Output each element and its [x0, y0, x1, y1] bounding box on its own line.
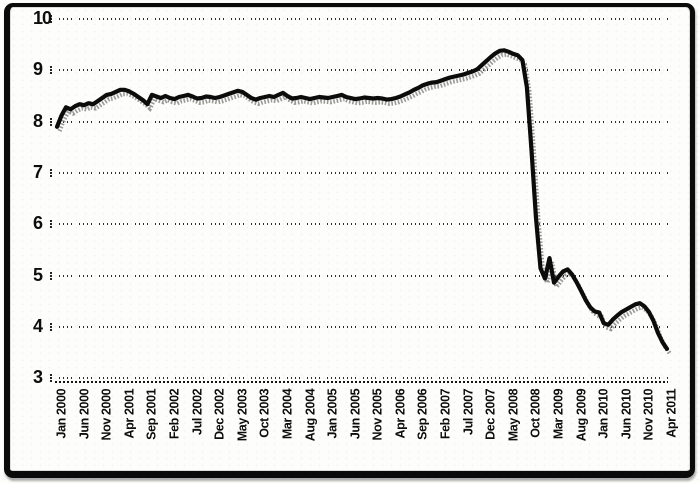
y-axis-tick-label: 7 [33, 162, 43, 182]
x-axis-tick-label: Jul 2007 [460, 388, 476, 435]
x-axis-tick-label: Apr 2001 [121, 388, 137, 439]
y-axis-tick [50, 220, 54, 228]
h-gridline [55, 377, 668, 379]
x-axis-tick-label: Aug 2009 [573, 388, 589, 442]
y-axis-tick [50, 323, 54, 331]
series-shadow [57, 52, 672, 355]
y-axis-tick-label: 10 [33, 8, 52, 28]
x-axis-line [55, 381, 668, 383]
x-axis-tick-label: Feb 2002 [166, 388, 182, 440]
x-axis-tick-label: Jul 2002 [189, 388, 205, 435]
x-axis-tick-label: Nov 2000 [98, 388, 114, 441]
x-axis-tick-label: Nov 2005 [369, 388, 385, 441]
x-axis-tick-label: Sep 2006 [414, 388, 430, 440]
x-axis-tick-label: Sep 2001 [143, 388, 159, 440]
h-gridline [55, 121, 668, 123]
series-line [54, 48, 670, 351]
y-axis-tick-label: 9 [33, 59, 43, 79]
h-gridline [55, 18, 668, 20]
x-axis-tick-label: Feb 2007 [437, 388, 453, 440]
x-axis-tick-label: Aug 2004 [302, 388, 318, 442]
y-axis-tick [50, 118, 54, 126]
x-axis-tick-label: Jun 2010 [618, 388, 634, 440]
y-axis-tick [50, 169, 54, 177]
y-axis-tick [50, 15, 54, 23]
h-gridline [55, 172, 668, 174]
x-axis-tick-label: Dec 2002 [211, 388, 227, 440]
h-gridline [55, 223, 668, 225]
h-gridline [55, 275, 668, 277]
x-axis-tick-label: Mar 2004 [279, 388, 295, 440]
h-gridline [55, 69, 668, 71]
y-axis-tick-label: 4 [33, 316, 43, 336]
x-axis-tick-label: Jan 2005 [324, 388, 340, 439]
y-axis-tick-label: 8 [33, 111, 43, 131]
x-axis-tick-label: Apr 2011 [663, 388, 679, 438]
x-axis-tick-label: May 2003 [234, 388, 250, 442]
x-axis-tick-label: Mar 2009 [550, 388, 566, 440]
x-axis-tick-label: Jan 2010 [595, 388, 611, 439]
x-axis-tick-label: Apr 2006 [392, 388, 408, 439]
h-gridline [55, 326, 668, 328]
x-axis-tick-label: Oct 2003 [256, 388, 272, 438]
y-axis-tick-label: 6 [33, 213, 43, 233]
x-axis-tick-label: Jun 2000 [76, 388, 92, 440]
x-axis-tick-label: Dec 2007 [482, 388, 498, 440]
x-axis-tick-label: Jun 2005 [347, 388, 363, 440]
y-axis-tick [50, 272, 54, 280]
y-axis-tick [50, 374, 54, 382]
x-axis-tick-label: May 2008 [505, 388, 521, 442]
y-axis-tick-label: 5 [33, 265, 43, 285]
y-axis-tick [50, 66, 54, 74]
y-axis-tick-label: 3 [33, 367, 43, 387]
x-axis-tick-label: Oct 2008 [527, 388, 543, 438]
x-axis-tick-label: Nov 2010 [640, 388, 656, 441]
x-axis-tick-label: Jan 2000 [53, 388, 69, 439]
